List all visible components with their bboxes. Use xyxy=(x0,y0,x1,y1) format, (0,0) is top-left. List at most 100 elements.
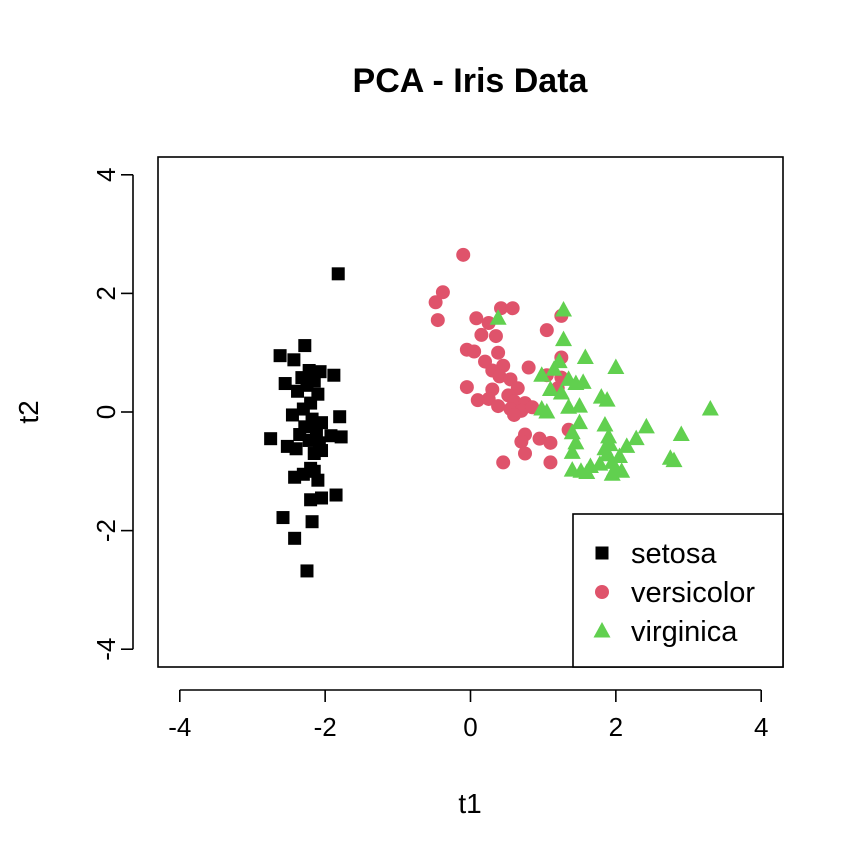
setosa-point xyxy=(300,564,314,578)
versicolor-point xyxy=(514,434,529,449)
setosa-point xyxy=(311,473,325,487)
virginica-point xyxy=(567,374,585,391)
versicolor-point xyxy=(539,323,554,338)
x-tick-label: -4 xyxy=(168,712,191,742)
virginica-point xyxy=(613,462,631,478)
setosa-point xyxy=(264,432,278,446)
legend-marker-setosa xyxy=(595,546,609,560)
versicolor-point xyxy=(521,360,536,375)
setosa-point xyxy=(288,531,302,545)
legend: setosa versicolor virginica xyxy=(572,513,784,668)
versicolor-point xyxy=(543,455,558,470)
setosa-point xyxy=(287,353,301,367)
versicolor-point xyxy=(435,285,450,300)
virginica-point xyxy=(555,301,573,317)
legend-label-versicolor: versicolor xyxy=(631,577,755,609)
x-tick-label: 2 xyxy=(609,712,623,742)
versicolor-point xyxy=(430,313,445,328)
versicolor-point xyxy=(543,435,558,450)
virginica-point xyxy=(598,391,616,407)
virginica-point xyxy=(591,455,609,471)
virginica-point xyxy=(538,403,556,419)
setosa-point xyxy=(296,402,310,416)
series-versicolor xyxy=(428,247,576,470)
y-tick-label: 2 xyxy=(91,286,121,300)
setosa-point xyxy=(333,410,347,424)
virginica-point xyxy=(545,360,563,376)
virginica-point xyxy=(701,400,719,416)
versicolor-point xyxy=(456,247,471,262)
legend-label-virginica: virginica xyxy=(631,616,738,648)
x-tick-label: 0 xyxy=(463,712,477,742)
setosa-point xyxy=(278,377,292,391)
versicolor-point xyxy=(491,345,506,360)
setosa-point xyxy=(285,408,299,422)
virginica-point xyxy=(607,358,625,375)
versicolor-point xyxy=(525,400,540,415)
virginica-point xyxy=(552,384,570,400)
x-tick-label: 4 xyxy=(754,712,768,742)
versicolor-point xyxy=(518,446,533,461)
versicolor-point xyxy=(532,431,547,446)
setosa-point xyxy=(298,339,312,353)
versicolor-point xyxy=(481,316,496,331)
setosa-point xyxy=(334,430,348,444)
legend-items: setosa versicolor virginica xyxy=(593,538,755,648)
y-tick-label: 0 xyxy=(91,405,121,419)
setosa-point xyxy=(276,511,290,525)
x-axis: -4 -2 0 2 4 xyxy=(168,689,768,742)
data-points xyxy=(264,247,719,578)
chart-title: PCA - Iris Data xyxy=(353,62,589,100)
setosa-point xyxy=(307,447,321,461)
setosa-point xyxy=(324,429,338,443)
setosa-point xyxy=(327,368,341,382)
setosa-point xyxy=(288,470,302,484)
setosa-point xyxy=(315,491,329,505)
virginica-point xyxy=(637,417,655,434)
setosa-point xyxy=(331,267,345,281)
virginica-point xyxy=(603,465,621,481)
versicolor-point xyxy=(467,344,482,359)
virginica-point xyxy=(555,330,573,347)
versicolor-point xyxy=(492,369,507,384)
versicolor-point xyxy=(488,329,503,344)
y-axis: -4 -2 0 2 4 xyxy=(91,168,134,661)
virginica-point xyxy=(541,380,559,396)
virginica-point xyxy=(665,451,683,468)
virginica-point xyxy=(578,463,596,479)
versicolor-point xyxy=(491,399,506,414)
setosa-point xyxy=(289,442,303,456)
versicolor-point xyxy=(496,358,511,373)
versicolor-point xyxy=(469,311,484,326)
versicolor-point xyxy=(459,380,474,395)
x-tick-label: -2 xyxy=(314,712,337,742)
virginica-point xyxy=(627,429,645,446)
setosa-point xyxy=(305,515,319,529)
y-tick-label: -4 xyxy=(91,638,121,661)
virginica-point xyxy=(533,366,551,382)
setosa-point xyxy=(291,384,305,398)
virginica-point xyxy=(571,397,589,413)
setosa-point xyxy=(302,433,316,447)
versicolor-point xyxy=(505,301,520,316)
x-axis-label: t1 xyxy=(458,788,481,819)
virginica-point xyxy=(576,348,594,364)
versicolor-point xyxy=(507,407,522,422)
versicolor-point xyxy=(428,295,443,310)
virginica-point xyxy=(489,309,507,325)
y-axis-label: t2 xyxy=(13,400,44,423)
y-tick-label: 4 xyxy=(91,168,121,182)
setosa-point xyxy=(329,488,343,502)
virginica-point xyxy=(600,427,618,444)
y-tick-label: -2 xyxy=(91,519,121,542)
series-virginica xyxy=(489,301,719,481)
virginica-point xyxy=(571,413,589,430)
series-setosa xyxy=(264,267,348,578)
versicolor-point xyxy=(496,455,511,470)
versicolor-point xyxy=(470,393,485,408)
virginica-point xyxy=(563,443,581,459)
legend-marker-versicolor xyxy=(595,585,609,599)
legend-marker-virginica xyxy=(593,622,611,638)
plot-frame xyxy=(157,156,784,668)
